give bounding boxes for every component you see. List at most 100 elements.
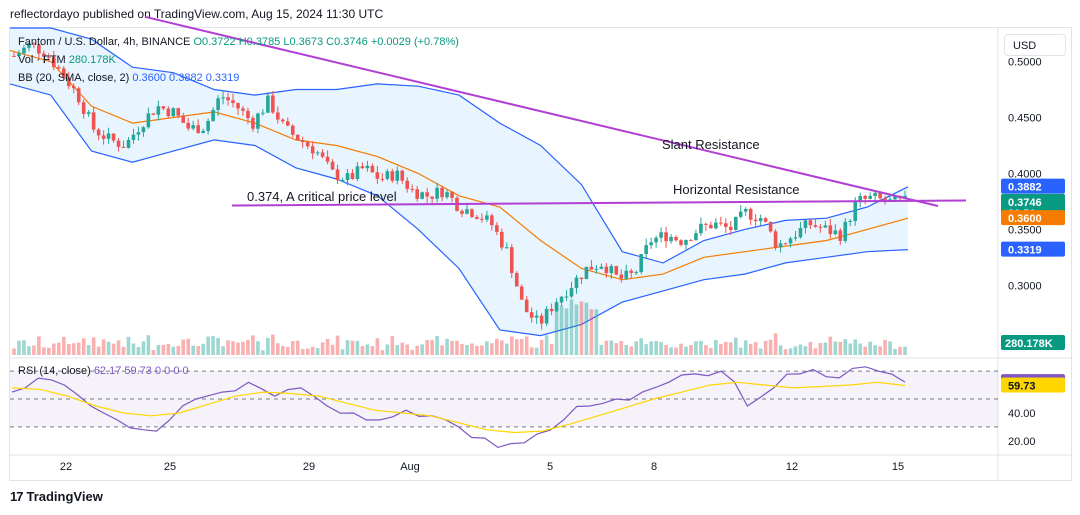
candle-body (694, 233, 698, 241)
candle-body (524, 299, 529, 313)
volume-bar (529, 347, 534, 355)
volume-bar (156, 344, 161, 355)
candle-body (191, 125, 195, 129)
volume-bar (465, 345, 469, 355)
candle-body (266, 95, 270, 113)
candle-body (853, 202, 858, 222)
candle-body (415, 189, 419, 199)
volume-bar (420, 344, 424, 355)
legend-rsi[interactable]: RSI (14, close) (18, 365, 91, 377)
volume-bar (91, 337, 96, 355)
candle-body (679, 240, 683, 245)
candle-body (594, 268, 599, 270)
candle-body (624, 270, 629, 279)
candle-body (280, 119, 285, 122)
candle-body (141, 127, 146, 133)
candle-body (714, 222, 718, 229)
candle-body (276, 112, 280, 120)
candle-body (161, 106, 166, 109)
candle-body (365, 165, 370, 169)
volume-bar (136, 346, 141, 355)
candle-body (684, 240, 688, 245)
volume-bar (251, 335, 255, 355)
candle-body (201, 130, 205, 134)
candle-body (758, 218, 763, 222)
volume-scale-label: 280.178K (1005, 338, 1053, 350)
candle-body (47, 56, 51, 58)
candle-body (435, 187, 439, 199)
candle-body (604, 266, 609, 274)
candle-body (719, 222, 723, 224)
volume-bar (554, 301, 559, 355)
publisher-text: reflectordayo published on TradingView.c… (10, 7, 384, 21)
volume-bar (719, 344, 723, 355)
volume-bar (285, 346, 290, 355)
candle-body (335, 169, 340, 181)
candle-body (858, 195, 863, 203)
volume-bar (768, 339, 773, 355)
legend-volume[interactable]: Vol · FTM (18, 54, 66, 66)
volume-bar (500, 340, 504, 355)
candle-body (221, 97, 225, 99)
candle-body (325, 156, 330, 162)
rsi-line (11, 366, 906, 449)
candle-body (330, 161, 335, 170)
time-tick-label: 25 (164, 461, 176, 473)
chart-frame (9, 27, 1072, 481)
volume-bar (415, 345, 419, 355)
volume-bar (246, 339, 250, 355)
volume-bar (390, 336, 395, 355)
time-tick-label: 15 (892, 461, 904, 473)
candle-body (375, 172, 380, 179)
legend-ohlc: O0.3722 H0.3785 L0.3673 C0.3746 +0.0029 … (193, 36, 459, 48)
volume-bar (116, 340, 121, 355)
volume-bar (350, 340, 355, 355)
candle-body (96, 129, 101, 136)
candle-body (798, 228, 803, 238)
candle-body (609, 265, 614, 274)
volume-bar (27, 346, 31, 355)
candle-body (176, 108, 181, 116)
volume-bar (330, 344, 335, 355)
volume-bar (166, 344, 171, 355)
bb-basis-line (9, 49, 909, 281)
candle-body (395, 170, 400, 181)
legend-bb[interactable]: BB (20, SMA, close, 2) (18, 72, 130, 84)
volume-bar (171, 346, 176, 355)
candle-body (37, 44, 41, 54)
candle-body (574, 277, 579, 289)
candle-body (106, 133, 111, 139)
candle-body (370, 165, 375, 173)
tradingview-brand[interactable]: TradingView (26, 489, 103, 504)
candle-body (614, 265, 619, 275)
volume-bar (733, 337, 738, 355)
candle-body (81, 102, 86, 114)
volume-bar (241, 341, 245, 355)
volume-bar (176, 345, 181, 355)
candle-body (400, 170, 405, 181)
rsi-scale-label-bg (1001, 377, 1065, 393)
volume-bar (12, 348, 16, 355)
candle-body (17, 53, 21, 57)
volume-bar (276, 343, 280, 355)
volume-bar (664, 345, 668, 355)
candle-body (803, 220, 808, 229)
volume-bar (624, 344, 629, 355)
volume-bar (201, 343, 205, 355)
candle-body (480, 218, 484, 220)
legend-symbol[interactable]: Fantom / U.S. Dollar, 4h, BINANCE (18, 36, 191, 48)
candle-body (554, 302, 559, 312)
currency-button[interactable]: USD (1004, 34, 1066, 56)
candle-body (420, 192, 424, 199)
price-tick-label: 0.4500 (1008, 112, 1042, 124)
volume-bar (634, 341, 639, 355)
candle-body (763, 218, 768, 222)
volume-bar (629, 346, 634, 355)
candle-body (584, 266, 589, 280)
volume-bar (898, 346, 902, 355)
candle-body (151, 113, 156, 115)
candle-body (300, 140, 305, 143)
candle-body (271, 95, 275, 113)
candle-body (12, 55, 16, 57)
